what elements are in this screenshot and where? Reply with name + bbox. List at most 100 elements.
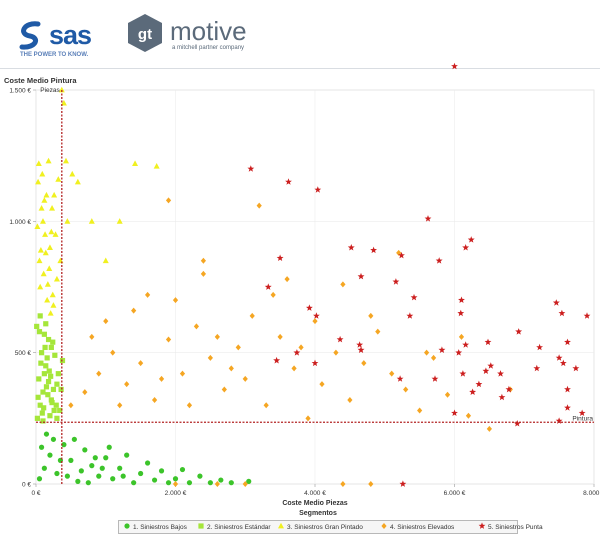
legend-marker — [478, 522, 486, 529]
data-point — [61, 442, 67, 448]
data-point — [484, 338, 492, 346]
data-point — [138, 360, 144, 367]
legend-item: 3. Siniestros Gran Pintado — [277, 522, 363, 531]
data-point — [71, 436, 77, 442]
data-point — [312, 318, 318, 325]
data-point — [444, 391, 451, 398]
data-points — [34, 62, 591, 487]
data-point — [356, 341, 364, 348]
data-point — [396, 375, 404, 382]
data-point — [48, 373, 54, 379]
legend-marker — [198, 523, 204, 529]
data-point — [455, 349, 463, 356]
legend-marker-icon — [198, 523, 204, 529]
data-point — [54, 470, 60, 477]
data-point — [465, 412, 472, 419]
data-point — [38, 444, 45, 450]
legend: Segmentos 1. Siniestros Bajos 2. Siniestr… — [118, 510, 543, 534]
data-point — [165, 197, 172, 204]
data-point — [458, 296, 465, 303]
data-point — [54, 381, 60, 387]
data-point — [53, 402, 59, 408]
data-point — [39, 410, 45, 416]
data-point — [151, 396, 158, 403]
data-point — [357, 272, 365, 280]
data-point — [305, 415, 311, 422]
legend-item: 5. Siniestros Punta — [478, 522, 543, 531]
y-tick-label: 1.000 € — [9, 219, 31, 226]
y-tick-label: 0 € — [22, 482, 31, 489]
data-point — [45, 336, 52, 343]
scatter-chart: 0 € 500 € 1.000 € 1.500 € 0 € 2.000 € 4.000 € 6… — [9, 62, 600, 507]
data-point — [228, 365, 234, 372]
data-point — [564, 338, 571, 346]
legend-item: 1. Siniestros Bajos — [123, 522, 187, 531]
sas-swirl-icon — [19, 21, 41, 50]
data-point — [347, 244, 355, 251]
legend-item: 4. Siniestros Elevados — [380, 522, 454, 531]
data-point — [583, 312, 591, 319]
legend-marker-icon — [278, 522, 284, 529]
data-point — [55, 176, 62, 182]
data-point — [186, 402, 193, 409]
data-point — [298, 344, 304, 351]
data-point — [50, 386, 57, 393]
data-point — [43, 363, 49, 369]
data-point — [145, 460, 151, 466]
sas-logo-text: sas — [49, 20, 92, 50]
data-point — [41, 371, 47, 377]
legend-marker — [278, 522, 284, 529]
series-1 — [36, 431, 252, 486]
data-point — [132, 160, 139, 166]
data-point — [69, 170, 76, 177]
data-point — [64, 218, 71, 224]
data-point — [389, 370, 395, 377]
grid — [35, 89, 595, 485]
data-point — [333, 349, 339, 356]
data-point — [106, 444, 112, 450]
data-point — [46, 265, 53, 272]
data-point — [45, 157, 52, 164]
data-point — [284, 276, 290, 283]
data-point — [117, 402, 123, 409]
data-point — [572, 364, 580, 372]
data-point — [40, 270, 47, 277]
axes: 0 € 500 € 1.000 € 1.500 € 0 € 2.000 € 4.000 € 6… — [9, 88, 600, 498]
data-point — [497, 370, 504, 377]
data-point — [38, 360, 44, 366]
data-point — [131, 307, 137, 314]
legend-label: 2. Siniestros Estándar — [207, 524, 271, 531]
gt-hexagon-icon: gt — [128, 14, 162, 52]
data-point — [246, 478, 252, 484]
data-point — [505, 385, 513, 393]
data-point — [55, 371, 61, 377]
data-point — [34, 415, 40, 421]
data-point — [48, 344, 54, 351]
legend-box: 1. Siniestros Bajos 2. Siniestros Estánda… — [118, 520, 543, 534]
data-point — [487, 362, 495, 369]
reference-lines: Piezas Pintura — [36, 87, 594, 484]
data-point — [533, 364, 541, 372]
data-point — [242, 481, 248, 487]
data-point — [46, 368, 52, 374]
data-point — [417, 407, 423, 414]
data-point — [361, 360, 367, 367]
data-point — [82, 389, 88, 396]
data-point — [285, 178, 292, 185]
data-point — [235, 344, 241, 351]
header: sas THE POWER TO KNOW. gt motive a mitch… — [0, 0, 600, 68]
data-point — [50, 339, 56, 345]
data-point — [49, 399, 55, 406]
data-point — [62, 157, 69, 164]
data-point — [45, 378, 52, 385]
data-point — [37, 247, 44, 253]
data-point — [41, 405, 47, 411]
data-point — [48, 397, 54, 403]
data-point — [49, 205, 56, 211]
data-point — [103, 455, 109, 461]
reference-label-x: Piezas — [40, 87, 60, 94]
data-point — [558, 309, 566, 317]
data-point — [406, 312, 414, 319]
data-point — [43, 384, 50, 390]
data-point — [88, 218, 95, 224]
